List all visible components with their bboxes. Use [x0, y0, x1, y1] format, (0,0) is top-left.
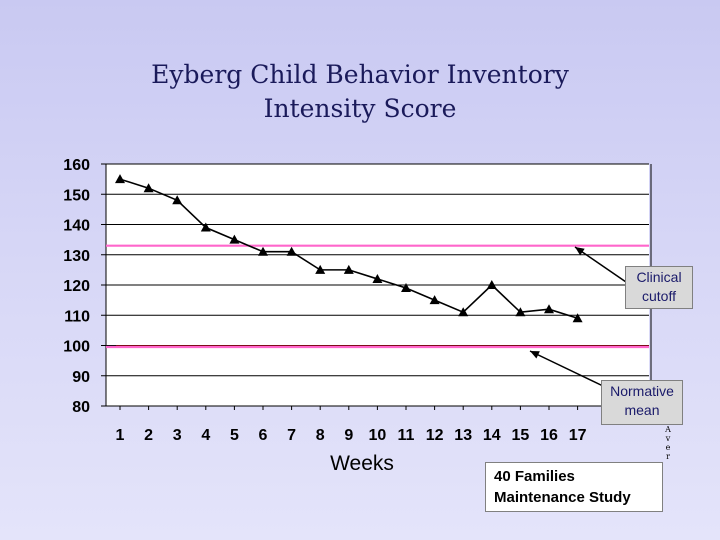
data-point-marker — [172, 195, 183, 205]
x-axis: 1 2 3 4 5 6 7 8 9 10 11 12 13 14 15 16 17 — [106, 405, 649, 444]
x-tick-label: 15 — [512, 427, 530, 444]
clinical-cutoff-arrow-head — [575, 247, 585, 256]
data-point-marker — [115, 174, 125, 184]
y-tick-label: 80 — [72, 399, 90, 416]
side-label-char: A — [665, 425, 671, 434]
series-intensity-score — [115, 174, 583, 323]
annotation-arrows — [529, 246, 627, 387]
y-tick-label: 150 — [63, 187, 90, 204]
data-point-marker — [572, 313, 583, 323]
x-tick-label: 10 — [369, 427, 387, 444]
y-tick-label: 120 — [63, 278, 90, 295]
study-note-line-2: Maintenance Study — [494, 489, 631, 506]
x-tick-label: 5 — [230, 427, 239, 444]
x-tick-label: 13 — [454, 427, 472, 444]
data-point-marker — [515, 307, 526, 317]
x-tick-label: 7 — [287, 427, 296, 444]
normative-mean-arrow — [529, 350, 604, 387]
data-point-marker — [401, 283, 411, 293]
chart-title: Eyberg Child Behavior Inventory Intensit… — [100, 58, 620, 126]
x-tick-label: 17 — [569, 427, 587, 444]
y-tick-label: 140 — [63, 218, 90, 235]
y-tick-label: 130 — [63, 248, 90, 265]
x-tick-label: 12 — [426, 427, 444, 444]
data-point-marker — [315, 264, 326, 274]
side-label: A v e r — [664, 425, 672, 461]
x-tick-label: 11 — [398, 427, 415, 444]
data-point-marker — [258, 246, 268, 256]
study-note-line-1: 40 Families — [494, 468, 575, 485]
normative-mean-label: Normative mean — [601, 380, 683, 425]
reference-lines — [106, 244, 649, 349]
clinical-cutoff-label: Clinical cutoff — [625, 266, 693, 309]
side-label-char: r — [666, 452, 670, 461]
x-tick-label: 2 — [144, 427, 153, 444]
data-point-marker — [372, 273, 383, 283]
data-point-marker — [544, 304, 554, 314]
data-point-marker — [143, 183, 154, 193]
x-axis-label: Weeks — [330, 452, 394, 475]
y-tick-label: 160 — [63, 157, 90, 174]
x-tick-label: 1 — [116, 427, 125, 444]
gridlines — [106, 163, 649, 377]
clinical-cutoff-arrow — [574, 246, 627, 283]
data-point-marker — [286, 246, 297, 256]
study-note: 40 Families Maintenance Study — [485, 462, 663, 512]
data-point-marker — [343, 264, 354, 274]
x-tick-label: 16 — [540, 427, 558, 444]
data-point-marker — [458, 307, 469, 317]
x-tick-label: 6 — [259, 427, 268, 444]
side-label-char: e — [665, 443, 671, 452]
chart-title-line-2: Intensity Score — [263, 94, 457, 123]
data-point-marker — [486, 280, 497, 289]
x-tick-label: 9 — [344, 427, 353, 444]
x-tick-label: 3 — [173, 427, 182, 444]
y-tick-label: 100 — [63, 339, 90, 356]
y-tick-label: 110 — [64, 308, 90, 325]
x-tick-label: 14 — [483, 427, 501, 444]
data-point-marker — [200, 222, 211, 232]
side-label-char: v — [665, 434, 671, 443]
data-point-marker — [229, 234, 240, 244]
chart-title-line-1: Eyberg Child Behavior Inventory — [151, 60, 569, 89]
y-axis: 160 150 140 130 120 110 100 90 80 — [63, 157, 107, 416]
normative-mean-arrow-head — [530, 351, 540, 359]
x-tick-label: 8 — [316, 427, 325, 444]
x-tick-label: 4 — [201, 427, 210, 444]
data-point-marker — [429, 295, 440, 305]
y-tick-label: 90 — [72, 369, 90, 386]
